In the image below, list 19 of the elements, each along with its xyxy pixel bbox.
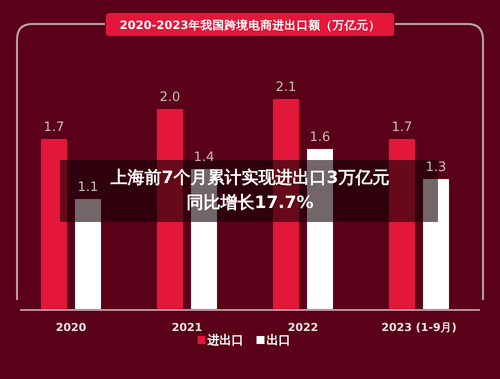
x-tick-label: 2023 (1-9月) [381, 321, 457, 334]
data-label: 1.1 [78, 180, 98, 195]
data-label: 1.7 [392, 120, 412, 135]
bar [41, 139, 67, 309]
data-label: 1.4 [194, 150, 214, 165]
data-label: 1.7 [44, 120, 64, 135]
data-label: 2.1 [276, 80, 296, 95]
data-label: 1.6 [310, 130, 330, 145]
x-tick-label: 2022 [288, 321, 318, 334]
legend-label: 进出口 [206, 333, 244, 347]
legend-label: 出口 [266, 333, 290, 347]
chart-title: 2020-2023年我国跨境电商进出口额（万亿元） [120, 18, 380, 32]
bar [75, 199, 101, 309]
x-tick-label: 2021 [172, 321, 202, 334]
bar [423, 179, 449, 309]
x-tick-label: 2020 [56, 321, 87, 334]
data-label: 2.0 [160, 90, 180, 105]
data-label: 1.3 [426, 160, 446, 175]
bar [389, 139, 415, 309]
